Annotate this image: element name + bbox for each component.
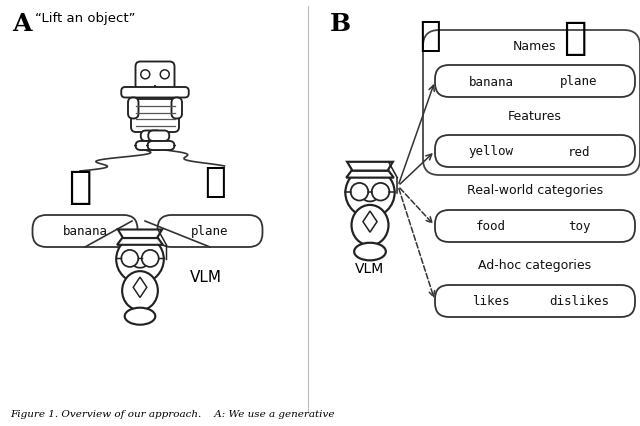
FancyBboxPatch shape (131, 100, 179, 132)
FancyBboxPatch shape (435, 285, 635, 317)
Text: toy: toy (568, 220, 590, 233)
Text: 🍌: 🍌 (419, 19, 441, 53)
FancyBboxPatch shape (141, 131, 162, 142)
FancyBboxPatch shape (148, 131, 169, 142)
Circle shape (116, 236, 164, 283)
FancyBboxPatch shape (136, 142, 163, 151)
Text: dislikes: dislikes (549, 295, 609, 308)
Ellipse shape (351, 205, 388, 246)
FancyBboxPatch shape (136, 62, 175, 91)
Circle shape (372, 184, 389, 201)
Text: VLM: VLM (355, 262, 385, 275)
Text: plane: plane (560, 75, 598, 88)
FancyBboxPatch shape (435, 136, 635, 167)
FancyBboxPatch shape (128, 98, 138, 119)
Circle shape (141, 250, 159, 267)
Circle shape (122, 250, 138, 267)
Text: Ad-hoc categories: Ad-hoc categories (479, 259, 591, 272)
Text: A: A (12, 12, 31, 36)
Ellipse shape (354, 243, 386, 261)
Text: B: B (330, 12, 351, 36)
Polygon shape (363, 212, 377, 233)
Polygon shape (133, 277, 147, 298)
Text: likes: likes (472, 295, 509, 308)
Text: yellow: yellow (468, 145, 513, 158)
FancyBboxPatch shape (157, 216, 262, 248)
Text: “Lift an object”: “Lift an object” (35, 12, 136, 25)
FancyBboxPatch shape (172, 98, 182, 119)
Text: 🛩: 🛩 (563, 19, 587, 57)
Ellipse shape (122, 271, 158, 311)
Text: 🛩: 🛩 (204, 164, 226, 199)
Text: red: red (568, 145, 590, 158)
FancyBboxPatch shape (33, 216, 138, 248)
Circle shape (346, 169, 395, 218)
Circle shape (141, 71, 150, 80)
Circle shape (160, 71, 169, 80)
Text: food: food (476, 220, 506, 233)
FancyBboxPatch shape (121, 88, 189, 98)
Ellipse shape (125, 308, 156, 325)
Text: 🍌: 🍌 (68, 167, 92, 205)
Polygon shape (346, 171, 394, 178)
Circle shape (351, 184, 368, 201)
Text: Real-world categories: Real-world categories (467, 184, 603, 197)
Text: plane: plane (191, 225, 228, 238)
FancyBboxPatch shape (435, 210, 635, 242)
Polygon shape (117, 239, 163, 245)
Polygon shape (118, 230, 162, 239)
Text: banana: banana (63, 225, 108, 238)
Text: banana: banana (468, 75, 513, 88)
FancyBboxPatch shape (147, 142, 175, 151)
Polygon shape (347, 162, 393, 171)
Text: Figure 1. Overview of our approach.    A: We use a generative: Figure 1. Overview of our approach. A: W… (10, 409, 335, 418)
FancyBboxPatch shape (435, 66, 635, 98)
Text: VLM: VLM (190, 269, 222, 284)
Text: Features: Features (508, 109, 562, 122)
Text: Names: Names (513, 40, 557, 52)
